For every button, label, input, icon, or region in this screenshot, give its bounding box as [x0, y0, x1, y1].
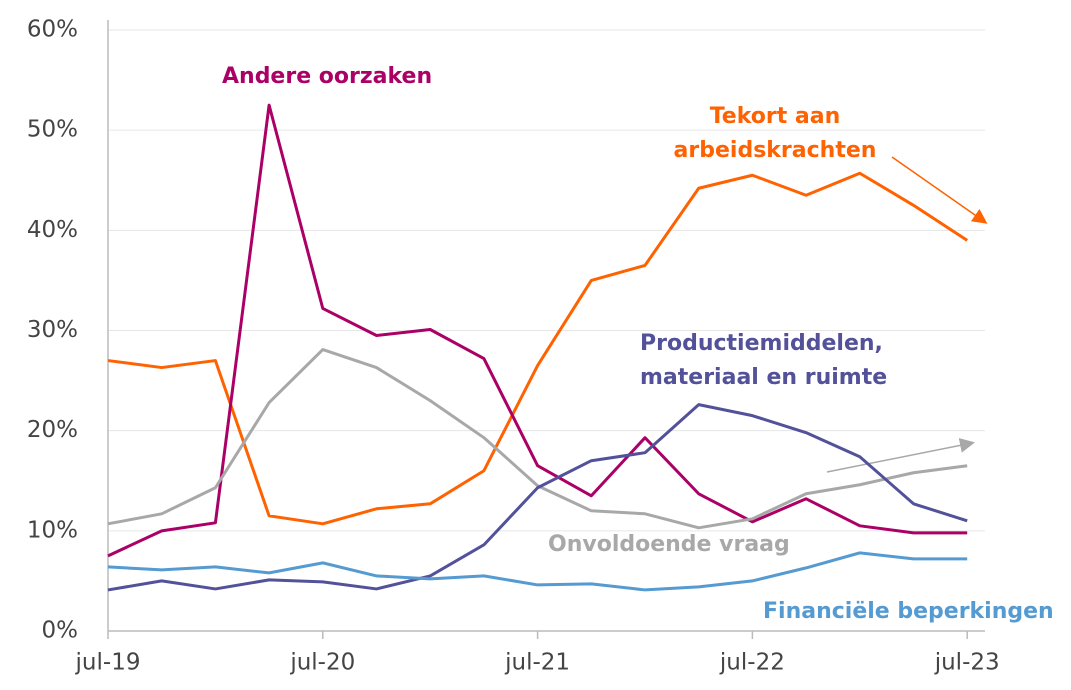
series-label: Tekort aan arbeidskrachten	[673, 104, 877, 163]
series-line	[107, 171, 969, 526]
x-tick-label: jul-23	[934, 650, 1000, 676]
trend-arrow	[891, 156, 988, 224]
y-tick-label: 20%	[27, 417, 78, 443]
y-tick-label: 60%	[27, 17, 78, 43]
y-tick-label: 10%	[27, 517, 78, 543]
x-tick-label: jul-19	[75, 650, 141, 676]
y-tick-label: 40%	[27, 217, 78, 243]
trend-arrow	[826, 437, 975, 473]
series-label: Andere oorzaken	[222, 64, 433, 89]
y-tick-label: 30%	[27, 317, 78, 343]
series-label: Onvoldoende vraag	[548, 532, 790, 557]
y-tick-label: 0%	[42, 618, 79, 644]
x-tick-label: jul-22	[719, 650, 785, 676]
series-line	[107, 403, 968, 592]
series-line	[107, 103, 968, 558]
series-line	[107, 348, 968, 530]
x-tick-label: jul-20	[289, 650, 355, 676]
series-label: Financiële beperkingen	[763, 599, 1054, 624]
y-tick-label: 50%	[27, 117, 78, 143]
x-tick-label: jul-21	[504, 650, 570, 676]
series-label: Productiemiddelen, materiaal en ruimte	[640, 331, 888, 390]
series-line	[107, 551, 968, 592]
